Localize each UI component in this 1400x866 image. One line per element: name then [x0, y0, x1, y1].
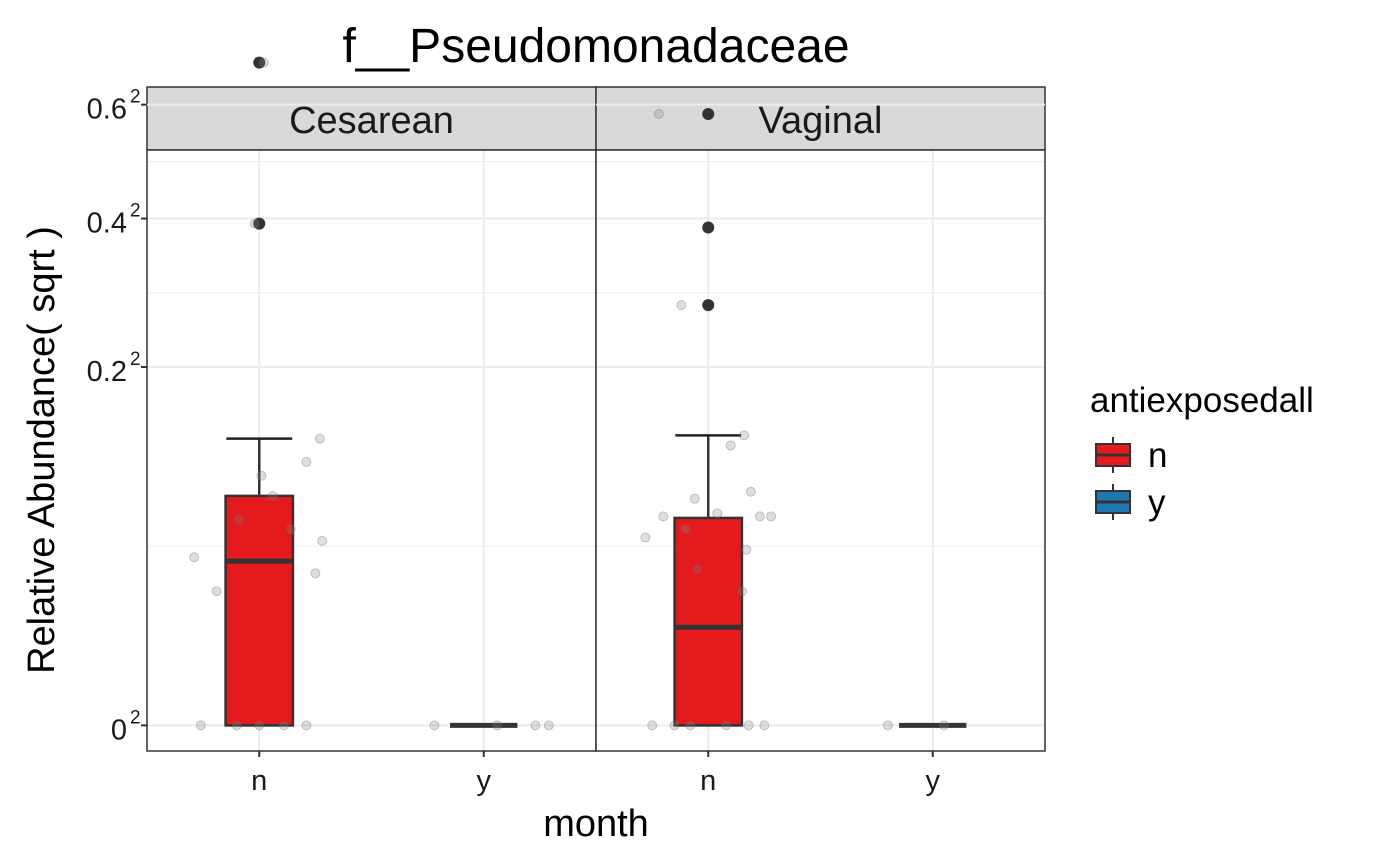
jitter-point: [543, 720, 554, 731]
x-tick-label: n: [700, 765, 716, 797]
y-tick-exponent: 2: [130, 707, 141, 728]
y-tick-label: 0: [111, 714, 127, 746]
facet-strip-label: Cesarean: [289, 100, 454, 142]
y-tick-label: 0.6: [87, 94, 127, 126]
jitter-point: [195, 720, 206, 731]
chart-title: f__Pseudomonadaceae: [342, 20, 849, 73]
facet-strip: [595, 86, 1046, 151]
jitter-point: [530, 720, 541, 731]
box-body: [673, 516, 744, 727]
panel-background: [596, 150, 1045, 751]
jitter-point: [766, 511, 777, 522]
jitter-point: [669, 720, 680, 731]
box-n: [673, 108, 744, 727]
y-tick-exponent: 2: [130, 349, 141, 370]
jitter-point: [712, 508, 723, 519]
jitter-point: [211, 586, 222, 597]
x-tick-label: n: [251, 765, 267, 797]
facet-strip: [146, 86, 597, 151]
jitter-point: [640, 532, 651, 543]
jitter-point: [310, 568, 321, 579]
jitter-point: [676, 300, 687, 311]
jitter-point: [882, 720, 893, 731]
legend-entry-y: y: [1095, 483, 1166, 522]
jitter-point: [256, 470, 267, 481]
jitter-point: [721, 720, 732, 731]
facet-strip-label: Vaginal: [759, 100, 883, 142]
facet-panel-cesarean: Cesarean n y: [146, 56, 597, 797]
jitter-point: [692, 564, 703, 575]
box-outlier: [702, 108, 715, 121]
jitter-point: [741, 544, 752, 555]
panel-border: [595, 149, 1046, 752]
y-axis-label: Relative Abundance( sqrt ): [21, 226, 63, 674]
y-tick-label: 0.4: [87, 208, 127, 240]
facet-panels: Cesarean n y Vaginal n y: [146, 56, 1046, 797]
jitter-point: [285, 524, 296, 535]
legend-label: n: [1148, 436, 1167, 475]
x-tick-label: y: [477, 765, 492, 797]
box-outlier: [702, 299, 715, 312]
jitter-point: [429, 720, 440, 731]
jitter-point: [658, 511, 669, 522]
x-tick-label: y: [926, 765, 941, 797]
jitter-point: [647, 720, 658, 731]
jitter-point: [249, 218, 260, 229]
jitter-point: [317, 535, 328, 546]
jitter-point: [301, 457, 312, 468]
jitter-point: [689, 493, 700, 504]
y-tick-exponent: 2: [130, 201, 141, 222]
legend-entry-n: n: [1095, 436, 1167, 475]
y-tick-label: 0.2: [87, 356, 127, 388]
jitter-point: [754, 511, 765, 522]
legend-label: y: [1148, 483, 1166, 522]
jitter-point: [278, 720, 289, 731]
box-n: [224, 56, 295, 727]
legend: antiexposedall ny: [1090, 381, 1314, 522]
facet-panel-vaginal: Vaginal n y: [595, 86, 1046, 797]
box-body: [224, 494, 295, 727]
y-tick-exponent: 2: [130, 87, 141, 108]
jitter-point: [258, 57, 269, 68]
box-outlier: [702, 221, 715, 234]
box-outlier: [253, 56, 266, 69]
jitter-point: [725, 440, 736, 451]
jitter-point: [267, 490, 278, 501]
jitter-point: [736, 586, 747, 597]
jitter-point: [314, 433, 325, 444]
jitter-point: [231, 720, 242, 731]
jitter-point: [759, 720, 770, 731]
y-tick: 0.4 2: [87, 201, 147, 240]
jitter-point: [492, 720, 503, 731]
legend-title: antiexposedall: [1090, 381, 1314, 420]
jitter-point: [745, 486, 756, 497]
jitter-point: [743, 720, 754, 731]
jitter-point: [254, 720, 265, 731]
jitter-point: [189, 552, 200, 563]
jitter-point: [680, 524, 691, 535]
y-axis-ticks: 0 20.2 20.4 20.6 2: [87, 87, 147, 746]
panel-background: [147, 150, 596, 751]
jitter-point: [653, 109, 664, 120]
jitter-point: [301, 720, 312, 731]
jitter-point: [234, 514, 245, 525]
box-outlier: [253, 217, 266, 230]
y-tick: 0.6 2: [87, 87, 147, 126]
jitter-point: [685, 720, 696, 731]
y-tick: 0.2 2: [87, 349, 147, 388]
x-axis-label: month: [543, 803, 649, 845]
jitter-point: [739, 430, 750, 441]
jitter-point: [938, 720, 949, 731]
